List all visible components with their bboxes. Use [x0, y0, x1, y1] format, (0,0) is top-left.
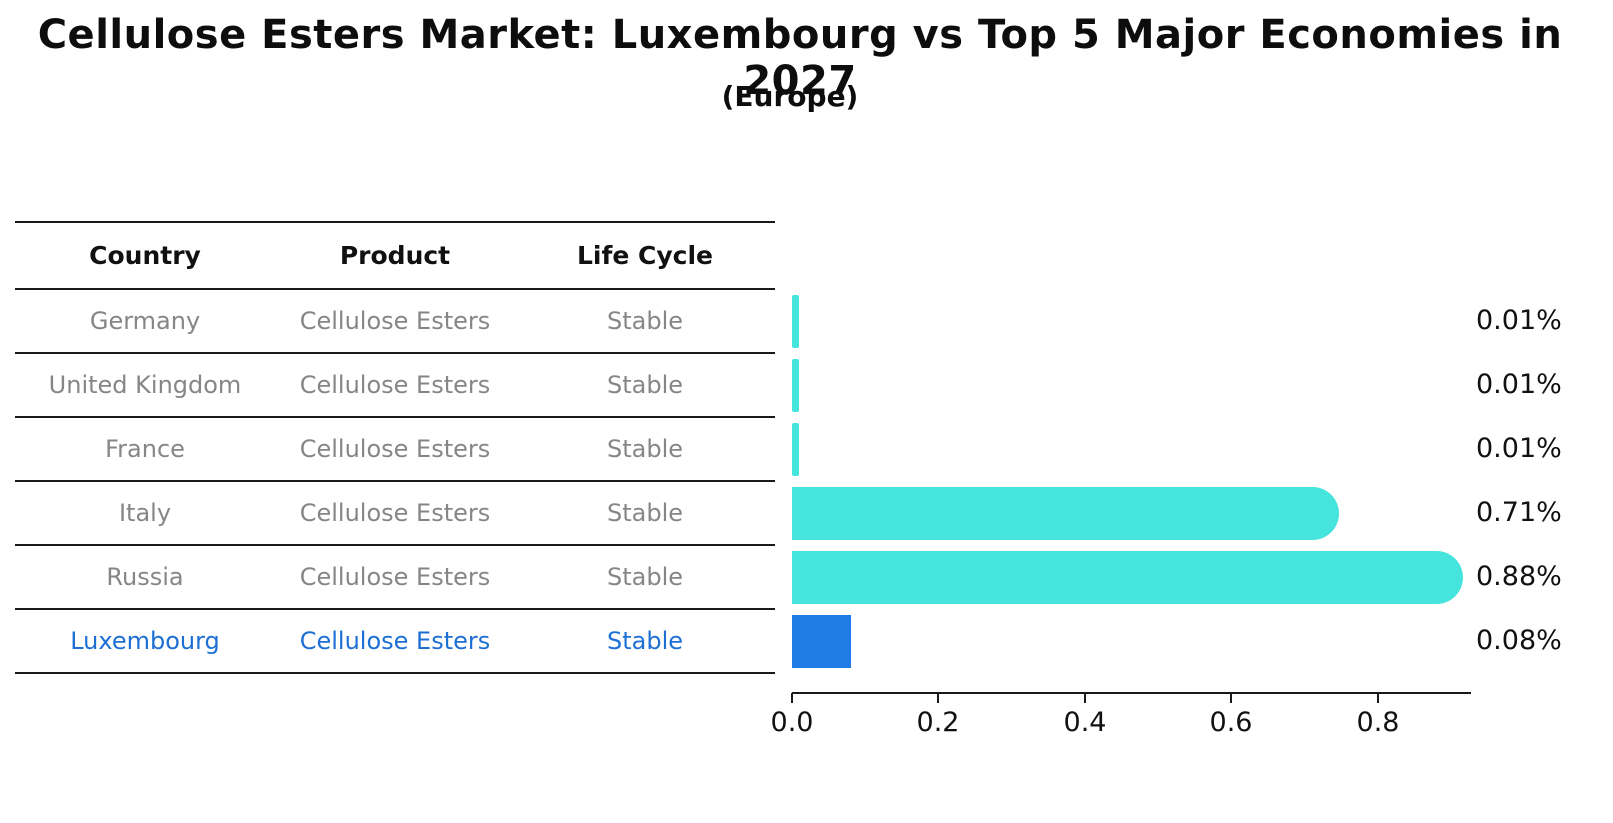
- cell-country: Russia: [106, 563, 184, 591]
- table-row-rule: [15, 480, 775, 482]
- table-top-rule: [15, 221, 775, 223]
- cell-country: Luxembourg: [70, 627, 220, 655]
- cell-life-cycle: Stable: [606, 435, 684, 463]
- x-axis-line: [792, 692, 1471, 694]
- cell-country: Italy: [118, 499, 172, 527]
- x-axis-tick-label: 0.8: [1356, 707, 1400, 738]
- cell-country: United Kingdom: [48, 371, 242, 399]
- value-label: 0.01%: [1476, 305, 1562, 336]
- value-label: 0.01%: [1476, 433, 1562, 464]
- cell-product: Cellulose Esters: [299, 627, 491, 655]
- value-label: 0.01%: [1476, 369, 1562, 400]
- table-row: Russia Cellulose Esters Stable: [15, 545, 775, 609]
- column-header-product: Product: [339, 241, 451, 270]
- x-axis-tick: [1377, 693, 1379, 703]
- cell-life-cycle: Stable: [606, 307, 684, 335]
- table-row: Germany Cellulose Esters Stable: [15, 289, 775, 353]
- x-axis-tick: [791, 693, 793, 703]
- table-header-row: Country Product Life Cycle: [15, 222, 775, 289]
- x-axis-tick: [1230, 693, 1232, 703]
- cell-life-cycle: Stable: [606, 499, 684, 527]
- table-row-rule: [15, 608, 775, 610]
- cell-product: Cellulose Esters: [299, 435, 491, 463]
- table-row-rule: [15, 544, 775, 546]
- x-axis-tick-label: 0.0: [770, 707, 814, 738]
- cell-product: Cellulose Esters: [299, 307, 491, 335]
- column-header-country: Country: [89, 241, 201, 270]
- table-row-rule: [15, 352, 775, 354]
- bar-germany: [792, 295, 799, 348]
- bar-italy: [792, 487, 1339, 540]
- table-header-rule: [15, 288, 775, 290]
- cell-product: Cellulose Esters: [299, 371, 491, 399]
- x-axis-tick-label: 0.6: [1209, 707, 1253, 738]
- cell-product: Cellulose Esters: [299, 499, 491, 527]
- x-axis-tick-label: 0.2: [916, 707, 960, 738]
- table-row-rule: [15, 416, 775, 418]
- chart-subtitle: (Europe): [721, 80, 859, 113]
- cell-life-cycle: Stable: [606, 627, 684, 655]
- table-row-highlight-luxembourg: Luxembourg Cellulose Esters Stable: [15, 609, 775, 673]
- table-bottom-rule: [15, 672, 775, 674]
- chart-title: Cellulose Esters Market: Luxembourg vs T…: [37, 12, 1563, 104]
- table-row: United Kingdom Cellulose Esters Stable: [15, 353, 775, 417]
- cell-life-cycle: Stable: [606, 563, 684, 591]
- cell-country: France: [105, 435, 185, 463]
- column-header-life-cycle: Life Cycle: [576, 241, 714, 270]
- bar-luxembourg-highlight: [792, 615, 851, 668]
- table-row: Italy Cellulose Esters Stable: [15, 481, 775, 545]
- cell-product: Cellulose Esters: [299, 563, 491, 591]
- bar-united-kingdom: [792, 359, 799, 412]
- table-row: France Cellulose Esters Stable: [15, 417, 775, 481]
- x-axis-tick: [937, 693, 939, 703]
- x-axis-tick: [1084, 693, 1086, 703]
- value-label: 0.08%: [1476, 625, 1562, 656]
- value-label: 0.71%: [1476, 497, 1562, 528]
- bar-france: [792, 423, 799, 476]
- cell-country: Germany: [89, 307, 201, 335]
- cell-life-cycle: Stable: [606, 371, 684, 399]
- value-label: 0.88%: [1476, 561, 1562, 592]
- x-axis-tick-label: 0.4: [1063, 707, 1107, 738]
- bar-russia: [792, 551, 1463, 604]
